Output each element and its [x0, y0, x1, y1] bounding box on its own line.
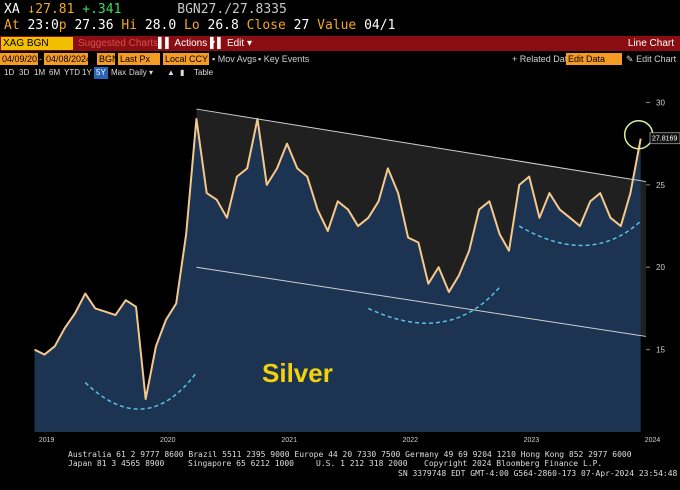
chart-toolbar: 04/09/2019 - 04/08/2024 BGN Last Px Loca… — [0, 53, 680, 65]
dashed-arc-2 — [367, 286, 501, 324]
bar-chart-icon[interactable]: ▮ — [180, 68, 185, 77]
y-tick-label: 30 — [656, 98, 665, 107]
edit-chart-button[interactable]: ✎ Edit Chart — [626, 53, 676, 65]
footer-singapore: Singapore 65 6212 1000 — [188, 459, 294, 468]
quote-open: 27.36 — [74, 18, 114, 33]
quote-line-2: At 23:0p 27.36 Hi 28.0 Lo 26.8 Close 27 … — [4, 18, 395, 34]
quote-change: +.341 — [82, 2, 122, 17]
footer-contacts-line-1: Australia 61 2 9777 8600 Brazil 5511 239… — [68, 450, 632, 459]
security-ticker-box[interactable]: XAG BGN Curncy — [1, 37, 73, 62]
actions-label: Actions — [174, 38, 208, 49]
mov-avgs-label: Mov Avgs — [217, 54, 257, 64]
key-events-label: Key Events — [263, 54, 310, 64]
x-tick-label: 2022 — [403, 437, 419, 442]
quote-hi-label: Hi — [121, 18, 138, 33]
y-tick-label: 25 — [656, 181, 665, 190]
footer-copyright: Copyright 2024 Bloomberg Finance L.P. — [424, 459, 603, 468]
last-value-box — [649, 132, 680, 145]
frequency-selector[interactable]: Daily ▾ — [127, 67, 155, 79]
table-button[interactable]: Table — [194, 68, 214, 77]
price-chart-svg: 15 20 25 30 2019 2020 2021 2022 2023 2024 27.8169 S… — [34, 98, 680, 444]
quote-lo-label: Lo — [184, 18, 200, 33]
edit-chart-label: Edit Chart — [636, 54, 677, 64]
start-date-field[interactable]: 04/09/2019 — [0, 53, 48, 65]
quote-value-label: Value — [317, 18, 357, 33]
currency-selector[interactable]: Local CCY — [163, 53, 209, 65]
range-1y[interactable]: 1Y — [82, 68, 92, 77]
chart-type-icon[interactable]: ▲ — [167, 68, 175, 77]
chevron-down-icon: ▾ — [149, 68, 154, 77]
source-field[interactable]: BGN — [97, 53, 119, 65]
x-tick-label: 2019 — [39, 437, 55, 442]
x-tick-label: 2024 — [645, 437, 661, 442]
chart-type-title: Line Chart — [627, 38, 674, 49]
checkbox-icon: ▪ — [258, 54, 262, 64]
range-5y[interactable]: 5Y — [94, 67, 108, 79]
range-max[interactable]: Max — [111, 68, 127, 77]
chevron-down-icon: ▾ — [209, 38, 216, 49]
key-events-toggle[interactable]: ▪ Key Events — [258, 53, 309, 65]
suggested-charts-button[interactable]: Suggested Charts — [78, 38, 159, 49]
quote-line-1: XA ↓27.81 +.341 BGN27./27.8335 — [4, 2, 287, 18]
channel-upper-line — [196, 108, 647, 183]
quote-value: 04/1 — [364, 18, 396, 33]
chevron-down-icon: ▾ — [246, 38, 252, 49]
y-tick-label: 15 — [656, 346, 665, 355]
y-tick-label: 20 — [656, 263, 665, 272]
quote-lo: 26.8 — [207, 18, 239, 33]
mov-avgs-toggle[interactable]: ▪ Mov Avgs — [212, 53, 257, 65]
quote-last: ↓27.81 — [27, 2, 75, 17]
edit-icon: ▌▌ — [210, 38, 225, 49]
footer-us: U.S. 1 212 318 2000 — [316, 459, 408, 468]
channel-lower-line — [196, 266, 647, 337]
price-area — [34, 118, 641, 432]
last-value-label: 27.8169 — [652, 136, 677, 143]
pencil-icon: ✎ — [626, 54, 634, 64]
checkbox-icon: ▪ — [212, 54, 216, 64]
price-chart[interactable]: 15 20 25 30 2019 2020 2021 2022 2023 2024 27.8169 S… — [0, 82, 680, 444]
range-1m[interactable]: 1M — [34, 68, 46, 77]
field-selector[interactable]: Last Px — [118, 53, 160, 65]
frequency-label: Daily — [129, 68, 147, 77]
plus-icon: + — [512, 54, 518, 64]
quote-bgn-label: BGN27. — [177, 2, 225, 17]
silver-annotation: Silver — [262, 358, 333, 388]
price-line — [34, 117, 642, 401]
actions-icon: ▌▌ — [158, 38, 173, 49]
related-data-label: Related Data — [519, 54, 573, 64]
range-selector-bar: 1D 3D 1M 6M YTD 1Y 5Y Max Daily ▾ ▲ ▮ Ta… — [0, 67, 680, 79]
x-tick-label: 2021 — [281, 437, 297, 442]
range-3d[interactable]: 3D — [19, 68, 30, 77]
footer: Australia 61 2 9777 8600 Brazil 5511 239… — [0, 448, 680, 490]
quote-bgn-value: /27.8335 — [224, 2, 287, 17]
range-6m[interactable]: 6M — [49, 68, 61, 77]
function-menu-bar: XAG BGN Curncy Suggested Charts ▌▌ Actio… — [0, 36, 680, 62]
edit-menu[interactable]: ▌▌ Edit ▾ — [210, 37, 252, 50]
date-separator: - — [39, 54, 42, 64]
quote-close-label: Close — [246, 18, 286, 33]
footer-session-info: SN 3379748 EDT GMT-4:00 G564-2860-173 07… — [398, 469, 678, 478]
quote-open-label: p — [58, 18, 67, 33]
quote-ticker: XA — [4, 2, 20, 17]
footer-japan: Japan 81 3 4565 8900 — [68, 459, 165, 468]
edit-data-button[interactable]: Edit Data — [566, 53, 622, 65]
quote-time: 23:0 — [27, 18, 59, 33]
dashed-arc-1 — [84, 372, 198, 410]
quote-hi: 28.0 — [144, 18, 177, 33]
x-tick-label: 2023 — [524, 437, 540, 442]
range-ytd[interactable]: YTD — [64, 68, 80, 77]
dashed-arc-3 — [518, 220, 642, 247]
x-tick-label: 2020 — [160, 437, 176, 442]
quote-close: 27 — [293, 18, 310, 33]
edit-label: Edit — [226, 38, 245, 49]
end-date-field[interactable]: 04/08/2024 — [44, 53, 92, 65]
actions-menu[interactable]: ▌▌ Actions ▾ — [158, 37, 215, 50]
quote-at-label: At — [4, 18, 20, 33]
range-1d[interactable]: 1D — [4, 68, 15, 77]
